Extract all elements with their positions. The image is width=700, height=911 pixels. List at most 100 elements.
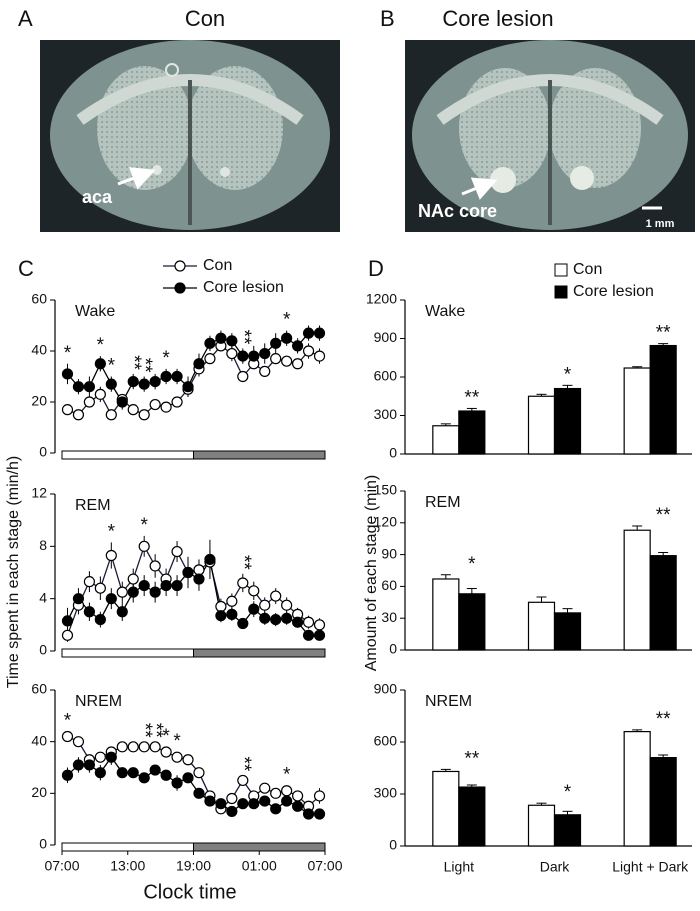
marker bbox=[149, 741, 161, 753]
marker bbox=[61, 404, 74, 416]
x-tick-label: 07:00 bbox=[44, 858, 79, 874]
y-tick-label: 40 bbox=[31, 342, 47, 358]
light-dark-bar bbox=[193, 450, 326, 460]
marker bbox=[105, 593, 117, 605]
marker bbox=[259, 599, 271, 611]
y-tick-label: 0 bbox=[39, 836, 47, 852]
subplot-title: Wake bbox=[75, 303, 115, 320]
marker bbox=[160, 769, 172, 781]
marker bbox=[171, 751, 183, 763]
marker bbox=[61, 368, 74, 380]
y-tick-label: 60 bbox=[31, 291, 47, 307]
marker bbox=[149, 376, 161, 388]
panel-title: Core lesion bbox=[442, 6, 553, 31]
marker bbox=[149, 586, 161, 598]
marker bbox=[259, 612, 271, 624]
marker bbox=[204, 337, 216, 349]
series-line bbox=[66, 332, 320, 404]
marker bbox=[302, 629, 315, 641]
marker bbox=[313, 350, 326, 362]
y-tick-label: 60 bbox=[381, 577, 397, 593]
marker bbox=[94, 358, 106, 370]
bar bbox=[458, 593, 486, 651]
marker bbox=[171, 545, 183, 558]
marker bbox=[281, 795, 293, 807]
significance: * bbox=[140, 515, 148, 536]
panel-label: A bbox=[18, 6, 33, 31]
marker bbox=[160, 370, 172, 383]
y-tick-label: 20 bbox=[31, 393, 47, 409]
y-tick-label: 4 bbox=[39, 589, 47, 605]
marker bbox=[237, 774, 249, 787]
marker bbox=[72, 736, 85, 748]
y-tick-label: 300 bbox=[374, 785, 398, 801]
marker bbox=[313, 619, 326, 631]
marker bbox=[171, 579, 183, 592]
y-tick-label: 90 bbox=[381, 545, 397, 561]
marker bbox=[226, 347, 238, 360]
marker bbox=[270, 787, 282, 799]
marker bbox=[171, 396, 183, 408]
marker bbox=[138, 409, 150, 421]
light-dark-bar bbox=[193, 648, 326, 658]
subplot-title: REM bbox=[75, 497, 111, 514]
marker bbox=[149, 560, 161, 572]
marker bbox=[127, 767, 139, 779]
marker bbox=[116, 396, 128, 408]
marker bbox=[281, 785, 293, 797]
marker bbox=[237, 798, 249, 810]
y-tick-label: 300 bbox=[374, 406, 398, 422]
marker bbox=[116, 767, 128, 779]
light-dark-bar bbox=[61, 450, 194, 460]
marker bbox=[215, 332, 227, 344]
marker bbox=[270, 353, 282, 365]
significance: * bbox=[64, 710, 72, 731]
marker bbox=[292, 790, 304, 802]
marker bbox=[182, 566, 194, 579]
marker bbox=[270, 590, 282, 602]
marker bbox=[259, 365, 271, 377]
marker bbox=[204, 353, 216, 365]
marker bbox=[270, 613, 282, 626]
marker bbox=[313, 808, 326, 820]
marker bbox=[248, 350, 260, 362]
bar bbox=[623, 367, 651, 455]
marker bbox=[72, 409, 85, 421]
marker bbox=[94, 767, 106, 779]
marker bbox=[259, 347, 271, 360]
marker bbox=[237, 350, 249, 362]
subplot-title: REM bbox=[425, 494, 461, 511]
significance: * bbox=[468, 554, 476, 575]
x-tick-label: 07:00 bbox=[307, 858, 342, 874]
marker bbox=[149, 764, 161, 776]
significance: ** bbox=[656, 323, 671, 344]
bar bbox=[649, 344, 677, 455]
marker bbox=[138, 540, 150, 552]
y-tick-label: 600 bbox=[374, 733, 398, 749]
marker bbox=[237, 370, 249, 383]
marker bbox=[281, 355, 293, 367]
significance: * bbox=[162, 348, 170, 369]
panel-label: C bbox=[18, 256, 34, 281]
legend-label: Core lesion bbox=[203, 279, 284, 296]
marker bbox=[160, 401, 172, 413]
bar bbox=[623, 529, 651, 651]
light-dark-bar bbox=[193, 842, 326, 852]
panel-label: B bbox=[380, 6, 395, 31]
marker bbox=[270, 337, 282, 349]
significance: * bbox=[97, 335, 105, 356]
significance: ** bbox=[464, 748, 479, 769]
legend-label: Con bbox=[203, 257, 232, 274]
bar bbox=[649, 555, 677, 651]
y-tick-label: 0 bbox=[389, 641, 397, 657]
marker bbox=[149, 398, 161, 411]
marker bbox=[171, 370, 183, 383]
legend-marker bbox=[174, 260, 186, 272]
marker bbox=[83, 396, 95, 408]
marker bbox=[237, 577, 249, 589]
marker bbox=[193, 564, 205, 576]
marker bbox=[83, 576, 95, 588]
scale-bar-label: 1 mm bbox=[646, 218, 675, 230]
marker bbox=[127, 404, 139, 416]
